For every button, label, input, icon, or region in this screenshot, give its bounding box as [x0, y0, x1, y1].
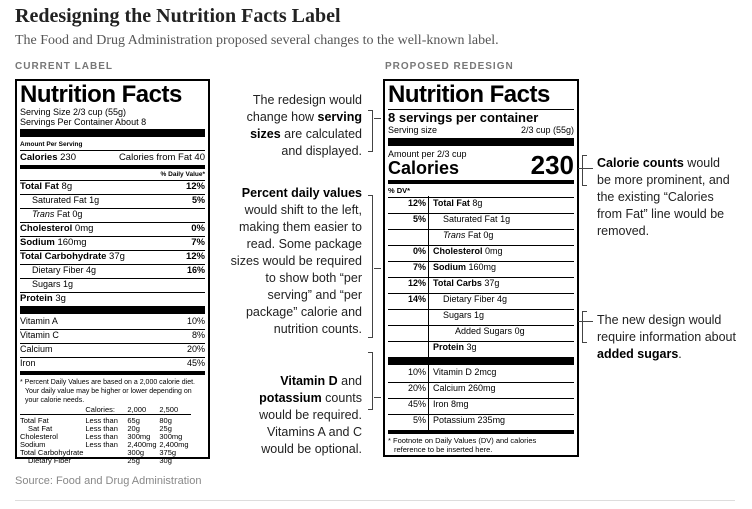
bracket	[582, 311, 587, 343]
proposed-nutrient-row: 12% Total Fat 8g	[388, 196, 574, 214]
annotation-vitamin-d-potassium: Vitamin D and potassium counts would be …	[259, 374, 362, 456]
current-calories-value: 230	[60, 152, 76, 163]
proposed-vitamin-row: 5% Potassium 235mg	[388, 413, 574, 431]
current-amount-per-serving: Amount Per Serving	[20, 141, 83, 148]
proposed-nutrient-row: Protein 3g	[388, 340, 574, 358]
current-nutrient-row: Saturated Fat 1g 5%	[32, 195, 205, 205]
proposed-nutrient-row: 14% Dietary Fiber 4g	[388, 292, 574, 310]
current-nutrient-row: Sugars 1g	[32, 279, 74, 289]
proposed-vitamin-row: 20% Calcium 260mg	[388, 381, 574, 399]
proposed-vitamin-row: 10% Vitamin D 2mcg	[388, 365, 574, 383]
current-vitamin-row: Iron 45%	[20, 358, 205, 368]
divider	[15, 500, 735, 501]
current-nutrient-row: Dietary Fiber 4g 16%	[32, 265, 205, 275]
current-dv-header: % Daily Value*	[160, 171, 205, 178]
proposed-nutrient-row: Trans Fat 0g	[388, 228, 574, 246]
proposed-amount-per: Amount per 2/3 cup	[388, 149, 467, 159]
proposed-nutrient-row: 12% Total Carbs 37g	[388, 276, 574, 294]
proposed-calories-label: Calories	[388, 158, 460, 178]
proposed-calories-value: 230	[530, 150, 574, 180]
current-calories-label: Calories	[20, 152, 58, 163]
medium-rule	[388, 180, 574, 184]
current-label-heading: CURRENT LABEL	[15, 61, 113, 72]
current-serving-size: Serving Size 2/3 cup (55g)	[20, 107, 127, 117]
proposed-nutrient-row: Added Sugars 0g	[388, 324, 574, 342]
bracket	[368, 195, 373, 338]
current-nutrient-row: Protein 3g	[20, 293, 66, 304]
bracket	[368, 352, 373, 410]
current-vitamin-row: Vitamin A 10%	[20, 316, 205, 326]
current-label-title: Nutrition Facts	[20, 81, 182, 108]
medium-rule	[20, 165, 205, 169]
thick-rule	[20, 129, 205, 137]
annotation-calorie-counts: Calorie counts would be more prominent, …	[597, 156, 730, 238]
current-nutrient-row: Sodium 160mg 7%	[20, 237, 205, 248]
proposed-label-title: Nutrition Facts	[388, 81, 550, 108]
proposed-vitamin-row: 45% Iron 8mg	[388, 397, 574, 415]
current-nutrient-row: Total Carbohydrate 37g 12%	[20, 251, 205, 262]
proposed-serving-size-value: 2/3 cup (55g)	[520, 125, 574, 135]
proposed-dv-header: % DV*	[388, 186, 411, 195]
proposed-serving-size-row: Serving size 2/3 cup (55g)	[388, 125, 574, 136]
source-note: Source: Food and Drug Administration	[15, 475, 202, 487]
current-vitamin-row: Vitamin C 8%	[20, 330, 205, 340]
current-footnote: * Percent Daily Values are based on a 2,…	[20, 379, 195, 404]
proposed-nutrition-label: Nutrition Facts 8 servings per container…	[383, 79, 579, 457]
annotation-percent-daily-values: Percent daily values would shift to the …	[230, 186, 362, 336]
medium-rule	[388, 430, 574, 434]
thick-rule	[388, 357, 574, 365]
annotation-serving-sizes: The redesign would change how serving si…	[246, 93, 362, 158]
page-title: Redesigning the Nutrition Facts Label	[15, 5, 341, 27]
current-nutrient-row: Cholesterol 0mg 0%	[20, 223, 205, 234]
bracket	[368, 110, 373, 152]
page-subtitle: The Food and Drug Administration propose…	[15, 33, 499, 48]
bracket	[582, 155, 587, 186]
current-nutrient-row: Trans Fat 0g	[32, 209, 83, 219]
current-calories-from-fat: Calories from Fat 40	[118, 152, 205, 163]
proposed-nutrient-row: 7% Sodium 160mg	[388, 260, 574, 278]
thick-rule	[20, 306, 205, 314]
proposed-nutrient-row: 5% Saturated Fat 1g	[388, 212, 574, 230]
current-nutrition-label: Nutrition Facts Serving Size 2/3 cup (55…	[15, 79, 210, 465]
current-vitamin-row: Calcium 20%	[20, 344, 205, 354]
current-calories-row: Calories 230 Calories from Fat 40	[20, 152, 205, 163]
proposed-nutrient-row: Sugars 1g	[388, 308, 574, 326]
current-servings-per-container: Servings Per Container About 8	[20, 117, 147, 127]
current-nutrient-row: Total Fat 8g 12%	[20, 181, 205, 192]
proposed-serving-size-label: Serving size	[388, 125, 438, 135]
proposed-nutrient-row: 0% Cholesterol 0mg	[388, 244, 574, 262]
current-footnote-table: Calories: 2,000 2,500 Total Fat Less than 65…	[20, 405, 191, 465]
annotation-added-sugars: The new design would require information…	[597, 313, 736, 361]
proposed-footnote: * Footnote on Daily Values (DV) and calo…	[388, 436, 537, 454]
proposed-label-heading: PROPOSED REDESIGN	[385, 61, 514, 72]
proposed-servings: 8 servings per container	[388, 110, 539, 125]
medium-rule	[20, 371, 205, 375]
thick-rule	[388, 138, 574, 146]
